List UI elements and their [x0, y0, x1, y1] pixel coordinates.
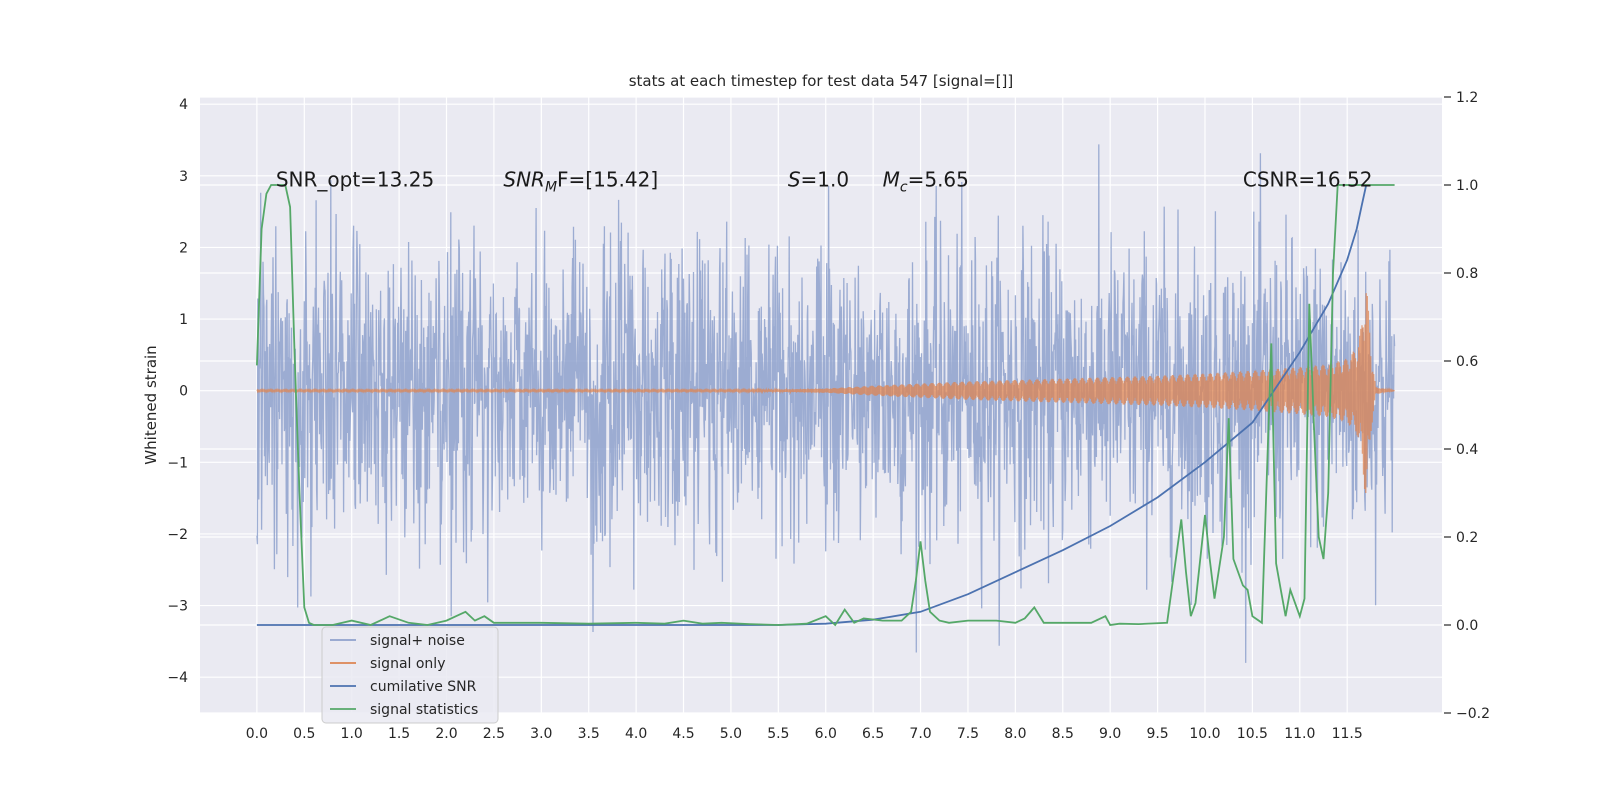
- y-tick-label: −3: [167, 599, 188, 615]
- signal-only-series: [256, 293, 1395, 494]
- x-tick-label: 4.5: [672, 726, 694, 742]
- x-tick-label: 3.0: [530, 726, 552, 742]
- x-tick-label: 1.5: [388, 726, 410, 742]
- y-axis-ticks: −4 −3 −2 −1 0 1 2 3 4: [167, 97, 188, 686]
- y2-tick-label: 0.2: [1456, 530, 1478, 546]
- annotation-rest: =1.0: [801, 167, 850, 191]
- x-axis-ticks: 0.0 0.5 1.0 1.5 2.0 2.5 3.0 3.5 4.0 4.5 5.0 5.5 6.0 6…: [246, 726, 1363, 742]
- annotation-base: M: [883, 167, 900, 191]
- annotation-subscript: M: [545, 179, 557, 195]
- annotation-csnr: CSNR=16.52: [1243, 167, 1373, 191]
- y2-tick-label: 0.0: [1456, 618, 1478, 634]
- x-tick-label: 2.0: [435, 726, 457, 742]
- legend-entry: signal+ noise: [370, 633, 465, 649]
- annotation-base: SNR: [503, 167, 545, 191]
- x-tick-label: 5.0: [720, 726, 742, 742]
- x-tick-label: 6.5: [862, 726, 884, 742]
- x-tick-label: 7.5: [957, 726, 979, 742]
- annotation-s-value: S=1.0: [788, 167, 849, 191]
- x-tick-label: 11.0: [1284, 726, 1315, 742]
- annotation-subscript: c: [900, 179, 908, 195]
- x-tick-label: 0.5: [293, 726, 315, 742]
- x-tick-label: 10.0: [1189, 726, 1220, 742]
- chart-title: stats at each timestep for test data 547…: [629, 72, 1014, 90]
- x-tick-label: 4.0: [625, 726, 647, 742]
- x-tick-label: 0.0: [246, 726, 268, 742]
- annotation-base: S: [788, 167, 801, 191]
- y2-tick-label: 1.2: [1456, 90, 1478, 106]
- y-tick-label: 0: [179, 384, 188, 400]
- x-tick-label: 7.0: [909, 726, 931, 742]
- legend-entry: cumilative SNR: [370, 679, 477, 695]
- y2-tick-label: 1.0: [1456, 178, 1478, 194]
- y2-tick-label: 0.4: [1456, 442, 1478, 458]
- legend: signal+ noise signal only cumilative SNR si…: [321, 626, 499, 724]
- y-tick-label: 1: [179, 312, 188, 328]
- x-tick-label: 8.5: [1052, 726, 1074, 742]
- y-tick-label: 4: [179, 97, 188, 113]
- x-tick-label: 1.0: [341, 726, 363, 742]
- signal-noise-series: [256, 144, 1396, 663]
- y-tick-label: −4: [167, 670, 188, 686]
- cumulative-snr-line: [256, 184, 1368, 626]
- legend-box: [321, 626, 499, 724]
- legend-entry: signal only: [370, 656, 445, 672]
- y2-tick-label: 0.8: [1456, 266, 1478, 282]
- x-tick-label: 9.0: [1099, 726, 1121, 742]
- y-axis-label: Whitened strain: [142, 345, 160, 464]
- y2-axis-ticks: −0.2 0.0 0.2 0.4 0.6 0.8 1.0 1.2: [1444, 90, 1490, 722]
- x-tick-label: 2.5: [483, 726, 505, 742]
- signal-only-line: [256, 293, 1395, 494]
- y-tick-label: 2: [179, 240, 188, 256]
- annotation-mc-value: Mc=5.65: [883, 167, 969, 195]
- y-tick-label: −2: [167, 527, 188, 543]
- annotation-rest: F=[15.42]: [557, 167, 658, 191]
- signal-statistics-line: [256, 184, 1395, 627]
- y-tick-label: 3: [179, 169, 188, 185]
- y2-tick-label: −0.2: [1456, 706, 1490, 722]
- y2-tick-label: 0.6: [1456, 354, 1478, 370]
- annotation-snr-opt: SNR_opt=13.25: [276, 167, 434, 191]
- x-tick-label: 8.0: [1004, 726, 1026, 742]
- x-tick-label: 5.5: [767, 726, 789, 742]
- x-tick-label: 9.5: [1146, 726, 1168, 742]
- y-tick-label: −1: [167, 455, 188, 471]
- annotation-snr-mf: SNRMF=[15.42]: [503, 167, 658, 195]
- annotation-rest: =5.65: [908, 167, 969, 191]
- cumulative-snr-series: [256, 184, 1368, 626]
- x-tick-label: 10.5: [1237, 726, 1268, 742]
- signal-statistics-series: [256, 184, 1395, 627]
- legend-entry: signal statistics: [370, 702, 478, 718]
- annotations: SNR_opt=13.25 SNRMF=[15.42] S=1.0 Mc=5.65 CS…: [276, 167, 1373, 195]
- x-tick-label: 11.5: [1332, 726, 1363, 742]
- signal-noise-line: [256, 144, 1396, 663]
- x-tick-label: 3.5: [578, 726, 600, 742]
- x-tick-label: 6.0: [815, 726, 837, 742]
